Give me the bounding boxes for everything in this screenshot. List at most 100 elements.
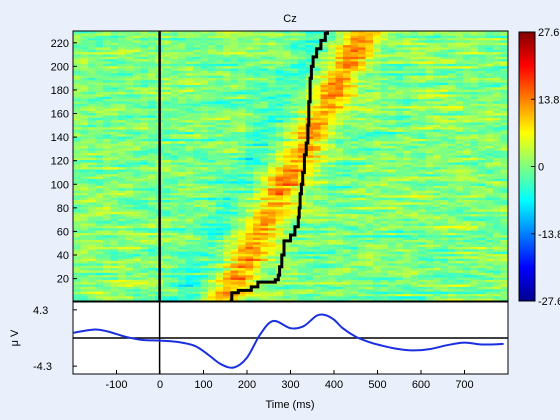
- heatmap-cell: [440, 47, 449, 51]
- heatmap-cell: [125, 202, 134, 206]
- heatmap-cell: [140, 197, 149, 201]
- heatmap-cell: [328, 169, 337, 173]
- heatmap-cell: [290, 188, 299, 192]
- heatmap-cell: [268, 87, 277, 91]
- heatmap-cell: [388, 139, 397, 142]
- heatmap-cell: [500, 38, 508, 41]
- heatmap-cell: [260, 150, 269, 154]
- heatmap-cell: [358, 61, 367, 65]
- heatmap-cell: [88, 92, 97, 95]
- heatmap-cell: [200, 122, 209, 126]
- heatmap-cell: [110, 52, 119, 56]
- heatmap-cell: [365, 139, 374, 142]
- heatmap-cell: [80, 176, 89, 180]
- heatmap-cell: [185, 195, 194, 199]
- heatmap-cell: [418, 160, 427, 164]
- heatmap-cell: [410, 87, 419, 91]
- heatmap-cell: [193, 178, 202, 182]
- heatmap-cell: [350, 89, 359, 93]
- heatmap-cell: [365, 52, 374, 56]
- heatmap-cell: [313, 148, 322, 152]
- heatmap-cell: [178, 204, 187, 208]
- heatmap-cell: [275, 96, 284, 100]
- heatmap-cell: [178, 31, 187, 34]
- heatmap-cell: [230, 68, 239, 72]
- heatmap-cell: [298, 120, 307, 124]
- heatmap-cell: [500, 73, 508, 77]
- heatmap-cell: [343, 134, 352, 138]
- heatmap-cell: [493, 207, 502, 211]
- heatmap-cell: [350, 115, 359, 119]
- heatmap-cell: [230, 66, 239, 70]
- heatmap-cell: [395, 202, 404, 206]
- heatmap-cell: [185, 115, 194, 119]
- heatmap-cell: [388, 124, 397, 128]
- heatmap-cell: [118, 85, 127, 88]
- heatmap-cell: [208, 207, 217, 211]
- heatmap-cell: [448, 204, 457, 208]
- heatmap-cell: [485, 197, 494, 201]
- heatmap-cell: [440, 122, 449, 126]
- heatmap-cell: [110, 157, 119, 161]
- heatmap-cell: [80, 101, 89, 105]
- heatmap-cell: [373, 148, 382, 152]
- heatmap-cell: [215, 115, 224, 119]
- heatmap-cell: [373, 96, 382, 100]
- heatmap-cell: [425, 150, 434, 154]
- heatmap-cell: [358, 150, 367, 154]
- heatmap-cell: [208, 108, 217, 112]
- heatmap-cell: [463, 68, 472, 72]
- heatmap-cell: [380, 35, 389, 39]
- heatmap-cell: [73, 59, 82, 63]
- heatmap-cell: [208, 73, 217, 77]
- heatmap-cell: [223, 202, 232, 206]
- heatmap-cell: [275, 103, 284, 107]
- heatmap-cell: [425, 120, 434, 124]
- heatmap-cell: [500, 136, 508, 140]
- heatmap-cell: [380, 183, 389, 187]
- heatmap-cell: [163, 31, 172, 34]
- heatmap-cell: [140, 230, 149, 234]
- heatmap-cell: [193, 143, 202, 147]
- heatmap-cell: [215, 38, 224, 41]
- heatmap-cell: [365, 61, 374, 65]
- heatmap-cell: [193, 223, 202, 227]
- heatmap-cell: [418, 162, 427, 166]
- heatmap-cell: [433, 61, 442, 65]
- heatmap-cell: [425, 87, 434, 91]
- heatmap-cell: [125, 157, 134, 161]
- heatmap-cell: [133, 35, 142, 39]
- heatmap-cell: [200, 117, 209, 121]
- heatmap-cell: [500, 54, 508, 58]
- heatmap-cell: [200, 167, 209, 171]
- heatmap-cell: [328, 174, 337, 178]
- heatmap-cell: [388, 148, 397, 152]
- heatmap-cell: [125, 195, 134, 199]
- heatmap-cell: [418, 101, 427, 105]
- heatmap-cell: [238, 200, 247, 203]
- heatmap-cell: [268, 223, 277, 227]
- heatmap-cell: [208, 59, 217, 63]
- heatmap-cell: [478, 96, 487, 100]
- heatmap-cell: [493, 153, 502, 157]
- heatmap-cell: [223, 193, 232, 196]
- heatmap-cell: [418, 207, 427, 211]
- heatmap-cell: [418, 45, 427, 49]
- heatmap-cell: [163, 35, 172, 39]
- heatmap-cell: [343, 120, 352, 124]
- heatmap-cell: [110, 148, 119, 152]
- heatmap-cell: [335, 223, 344, 227]
- heatmap-cell: [335, 160, 344, 164]
- heatmap-cell: [283, 49, 292, 53]
- heatmap-cell: [373, 63, 382, 67]
- heatmap-cell: [373, 195, 382, 199]
- heatmap-cell: [493, 148, 502, 152]
- heatmap-cell: [358, 115, 367, 119]
- heatmap-cell: [380, 202, 389, 206]
- heatmap-cell: [125, 176, 134, 180]
- heatmap-cell: [125, 143, 134, 147]
- heatmap-cell: [418, 106, 427, 110]
- heatmap-cell: [313, 94, 322, 98]
- heatmap-cell: [95, 47, 104, 51]
- heatmap-cell: [455, 117, 464, 121]
